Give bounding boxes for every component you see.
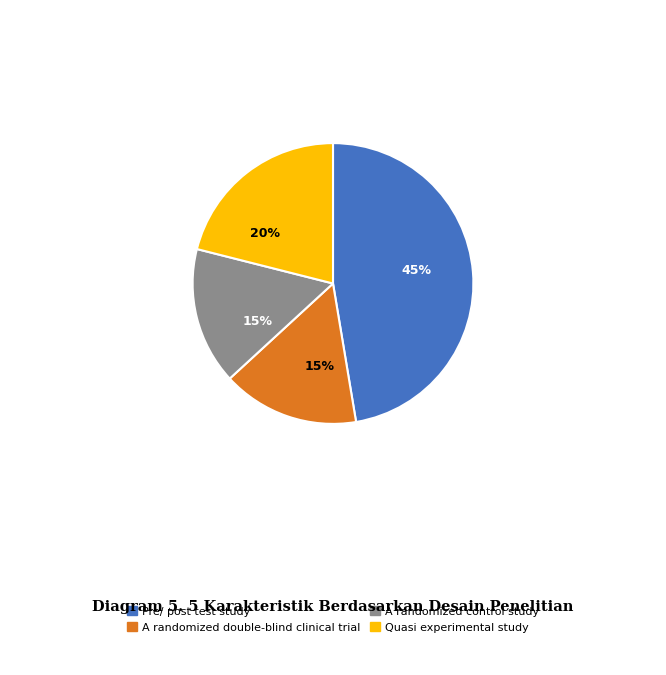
Wedge shape: [230, 284, 356, 424]
Text: 15%: 15%: [305, 360, 335, 373]
Legend: Pre/ post test study, A randomized double-blind clinical trial, A randomized con: Pre/ post test study, A randomized doubl…: [123, 603, 543, 636]
Text: 15%: 15%: [243, 315, 273, 328]
Wedge shape: [333, 143, 474, 422]
Text: Diagram 5. 5 Karakteristik Berdasarkan Desain Penelitian: Diagram 5. 5 Karakteristik Berdasarkan D…: [93, 601, 573, 614]
Wedge shape: [197, 143, 333, 284]
Text: 20%: 20%: [250, 227, 280, 240]
Wedge shape: [192, 249, 333, 379]
Text: 45%: 45%: [401, 264, 431, 277]
